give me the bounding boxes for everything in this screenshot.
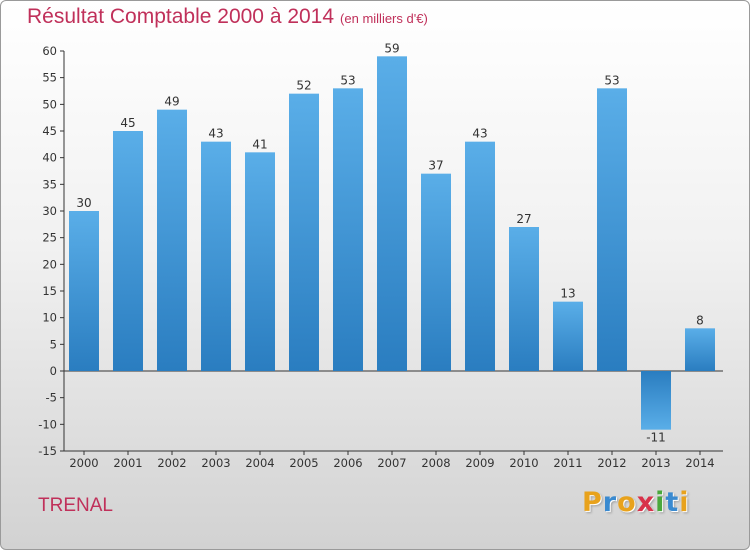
bar-2007 xyxy=(377,56,407,371)
y-tick-label: 25 xyxy=(42,231,57,245)
bar-2010 xyxy=(509,227,539,371)
bar-2014 xyxy=(685,328,715,371)
y-tick-label: 5 xyxy=(50,337,57,351)
value-label-2013: -11 xyxy=(646,431,666,445)
value-label-2007: 59 xyxy=(384,41,399,55)
x-tick-label: 2005 xyxy=(289,456,318,470)
y-tick-label: 30 xyxy=(42,204,57,218)
y-tick-label: 10 xyxy=(42,311,57,325)
logo-letter: t xyxy=(665,487,680,518)
x-tick-label: 2002 xyxy=(157,456,186,470)
y-tick-label: 60 xyxy=(42,44,57,58)
value-label-2011: 13 xyxy=(560,287,575,301)
value-label-2000: 30 xyxy=(76,196,91,210)
bar-2002 xyxy=(157,109,187,372)
y-tick-label: 40 xyxy=(42,151,57,165)
y-tick-label: 0 xyxy=(50,364,57,378)
y-tick-label: -5 xyxy=(46,391,57,405)
title-text: Résultat Comptable 2000 à 2014 xyxy=(27,5,335,28)
y-tick-label: -15 xyxy=(38,444,57,458)
y-tick-label: 35 xyxy=(42,177,57,191)
x-tick-label: 2010 xyxy=(509,456,538,470)
bar-2001 xyxy=(113,131,143,371)
value-labels: 30 45 49 43 41 52 53 59 37 43 27 13 53 -11 8 xyxy=(76,41,703,444)
logo-letter: i xyxy=(679,487,690,518)
x-tick-label: 2003 xyxy=(201,456,230,470)
value-label-2012: 53 xyxy=(604,73,619,87)
x-tick-label: 2001 xyxy=(113,456,142,470)
logo-letter: P xyxy=(582,487,603,518)
value-label-2003: 43 xyxy=(208,127,223,141)
commune-name: TRENAL xyxy=(38,495,113,516)
x-tick-label: 2008 xyxy=(421,456,450,470)
x-tick-label: 2004 xyxy=(245,456,274,470)
subtitle-text: (en milliers d'€) xyxy=(340,11,428,26)
value-label-2001: 45 xyxy=(120,116,135,130)
value-label-2004: 41 xyxy=(252,137,267,151)
logo-letter: i xyxy=(655,487,666,518)
x-tick-label: 2000 xyxy=(69,456,98,470)
bar-2006 xyxy=(333,88,363,371)
value-label-2014: 8 xyxy=(696,313,704,327)
logo-letter: o xyxy=(617,487,637,518)
proxiti-logo: Proxiti xyxy=(582,487,690,518)
value-label-2002: 49 xyxy=(164,95,179,109)
bar-2005 xyxy=(289,93,319,372)
chart-title: Résultat Comptable 2000 à 2014 (en millie… xyxy=(27,5,428,29)
y-tick-label: 15 xyxy=(42,284,57,298)
x-tick-label: 2014 xyxy=(685,456,714,470)
bar-2000 xyxy=(69,211,99,371)
y-tick-label: 55 xyxy=(42,71,57,85)
logo-letter: r xyxy=(602,487,618,518)
value-label-2009: 43 xyxy=(472,127,487,141)
x-tick-label: 2013 xyxy=(641,456,670,470)
x-tick-label: 2007 xyxy=(377,456,406,470)
bar-2011 xyxy=(553,301,583,371)
bar-2008 xyxy=(421,173,451,371)
x-tick-label: 2012 xyxy=(597,456,626,470)
bars xyxy=(69,56,715,430)
value-label-2005: 52 xyxy=(296,79,311,93)
y-tick-label: 50 xyxy=(42,97,57,111)
y-tick-label: 45 xyxy=(42,124,57,138)
value-label-2008: 37 xyxy=(428,159,443,173)
x-tick-label: 2006 xyxy=(333,456,362,470)
y-tick-label: -10 xyxy=(38,417,57,431)
y-tick-label: 20 xyxy=(42,257,57,271)
bar-2003 xyxy=(201,141,231,371)
value-label-2006: 53 xyxy=(340,73,355,87)
bar-2012 xyxy=(597,88,627,371)
x-tick-label: 2009 xyxy=(465,456,494,470)
bar-2004 xyxy=(245,152,275,371)
x-tick-label: 2011 xyxy=(553,456,582,470)
logo-letter: x xyxy=(636,487,656,518)
bar-2009 xyxy=(465,141,495,371)
value-label-2010: 27 xyxy=(516,212,531,226)
bar-2013 xyxy=(641,371,671,430)
